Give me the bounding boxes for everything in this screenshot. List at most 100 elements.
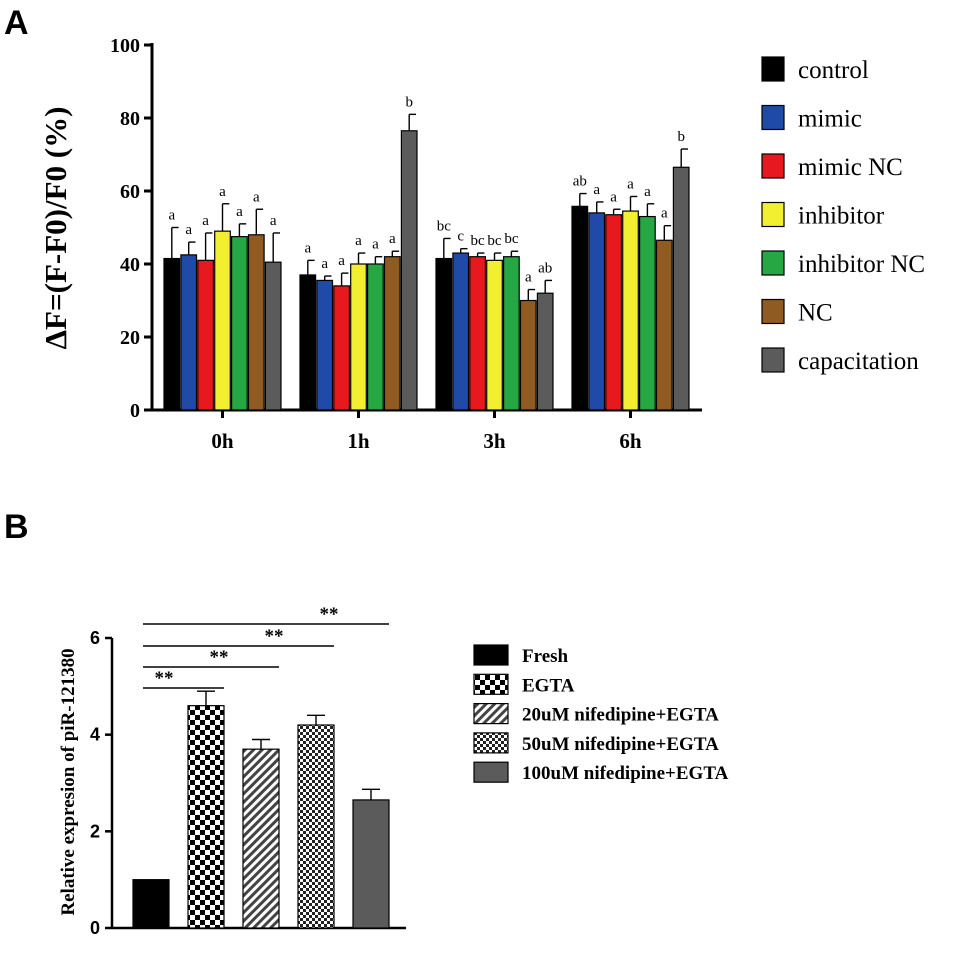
chart-b-legend-label: 50uM nifedipine+EGTA: [522, 734, 719, 755]
chart-a-significance-letter: a: [610, 189, 617, 205]
chart-a-category-label: 0h: [211, 429, 234, 453]
chart-b-legend-swatch: [473, 732, 509, 754]
chart-a-ytick-label: 20: [120, 327, 140, 349]
chart-b-legend-swatch: [473, 673, 509, 695]
chart-b-legend-swatch: [473, 644, 509, 666]
chart-a-legend-label: inhibitor NC: [798, 251, 925, 278]
chart-a-significance-letter: a: [525, 270, 532, 286]
chart-a-legend-swatch: [761, 104, 785, 131]
chart-a-bar: [180, 254, 198, 411]
chart-a-legend-swatch: [761, 201, 785, 228]
chart-a-significance-letter: ab: [573, 174, 587, 190]
chart-b-bar: [132, 879, 170, 929]
chart-a-bar: [638, 215, 656, 411]
chart-a-significance-letter: a: [168, 208, 175, 224]
chart-a-significance-letter: a: [253, 189, 260, 205]
chart-a-legend-label: inhibitor: [798, 203, 885, 230]
chart-a-bar: [571, 205, 589, 411]
chart-a-ytick-label: 60: [120, 181, 140, 203]
chart-a-significance-letter: b: [677, 129, 685, 145]
chart-b-legend-swatch: [473, 702, 509, 725]
chart-b-bar: [352, 799, 390, 929]
chart-a-legend-swatch: [761, 153, 785, 179]
chart-a-legend-swatch: [761, 56, 785, 82]
chart-a: ΔF=(F-F0)/F0 (%) 0204060801000haaaaaaa1h…: [38, 35, 925, 453]
chart-a-legend-swatch: [761, 298, 785, 325]
chart-a-bar: [519, 299, 537, 411]
chart-a-bar: [452, 252, 470, 411]
chart-a-category-label: 1h: [347, 429, 370, 453]
chart-a-bar: [214, 230, 231, 411]
chart-a-significance-letter: a: [338, 253, 345, 269]
chart-a-bar: [536, 292, 554, 411]
chart-a-significance-letter: c: [457, 229, 464, 245]
chart-a-bar: [333, 285, 350, 411]
chart-a-legend-label: mimic: [798, 106, 862, 133]
chart-b-ytick-label: 0: [90, 918, 100, 938]
chart-b: Relative expresion of piR-121380 0 2 4 6 ** *…: [58, 604, 729, 938]
chart-a-bar: [163, 257, 181, 411]
chart-a-significance-letter: a: [270, 213, 277, 229]
chart-a-significance-letter: bc: [471, 233, 486, 249]
chart-a-ytick-label: 0: [130, 400, 140, 422]
chart-a-bar: [435, 257, 453, 411]
chart-a-significance-letter: a: [304, 240, 311, 256]
chart-a-bar: [316, 279, 334, 411]
chart-b-significance-stars: **: [155, 668, 174, 689]
chart-a-bar: [503, 256, 520, 411]
chart-a-category-label: 6h: [619, 429, 642, 453]
chart-a-significance-letter: a: [202, 213, 209, 229]
chart-a-significance-letter: a: [236, 204, 243, 220]
chart-a-legend-swatch: [761, 250, 785, 276]
chart-a-significance-letter: ab: [538, 260, 552, 276]
chart-a-significance-letter: a: [661, 206, 668, 222]
chart-b-legend-swatch: [473, 761, 509, 783]
chart-a-significance-letter: bc: [437, 218, 452, 234]
chart-a-ytick-label: 40: [120, 254, 140, 276]
chart-b-ytick-label: 6: [90, 628, 100, 648]
chart-a-significance-letter: a: [389, 231, 396, 247]
chart-a-significance-letter: bc: [487, 233, 502, 249]
chart-a-bar: [350, 263, 367, 411]
chart-a-bar: [622, 210, 639, 411]
chart-a-category-label: 3h: [483, 429, 506, 453]
chart-a-bar: [197, 259, 215, 411]
chart-a-bar: [247, 234, 265, 411]
chart-b-legend-label: 20uM nifedipine+EGTA: [522, 705, 719, 726]
chart-a-bar: [400, 130, 418, 411]
chart-a-significance-letter: a: [627, 176, 634, 192]
chart-a-legend-swatch: [761, 347, 785, 373]
chart-a-significance-letter: a: [219, 184, 226, 200]
chart-a-legend-label: mimic NC: [798, 154, 903, 181]
chart-b-significance-stars: **: [265, 626, 284, 647]
chart-b-ylabel: Relative expresion of piR-121380: [58, 648, 79, 915]
chart-a-bar: [264, 261, 282, 411]
chart-b-bar: [187, 705, 225, 929]
chart-b-legend-label: Fresh: [522, 646, 569, 667]
chart-a-significance-letter: b: [405, 94, 413, 110]
chart-a-bar: [655, 239, 673, 411]
chart-a-significance-letter: a: [185, 222, 192, 238]
chart-a-ylabel: ΔF=(F-F0)/F0 (%): [38, 107, 73, 350]
chart-a-bar: [231, 236, 248, 411]
chart-b-bar: [297, 724, 335, 929]
chart-b-ytick-label: 4: [90, 725, 100, 745]
chart-b-ytick-label: 2: [90, 821, 100, 841]
chart-a-significance-letter: a: [355, 233, 362, 249]
chart-a-bar: [367, 263, 384, 411]
chart-b-legend-label: EGTA: [522, 675, 575, 696]
chart-a-significance-letter: a: [321, 256, 328, 272]
panel-label-a: A: [4, 4, 29, 42]
chart-a-legend-label: NC: [798, 300, 833, 327]
chart-a-significance-letter: a: [372, 237, 379, 253]
chart-a-bar: [486, 259, 503, 411]
chart-a-bar: [469, 256, 486, 411]
chart-a-bar: [588, 212, 606, 411]
chart-a-ytick-label: 100: [110, 35, 140, 57]
chart-a-significance-letter: bc: [504, 231, 519, 247]
chart-b-significance-stars: **: [210, 647, 229, 668]
chart-b-legend-label: 100uM nifedipine+EGTA: [522, 763, 729, 784]
chart-a-bar: [672, 166, 690, 411]
chart-a-bar: [299, 274, 317, 411]
chart-a-bar: [383, 256, 401, 411]
